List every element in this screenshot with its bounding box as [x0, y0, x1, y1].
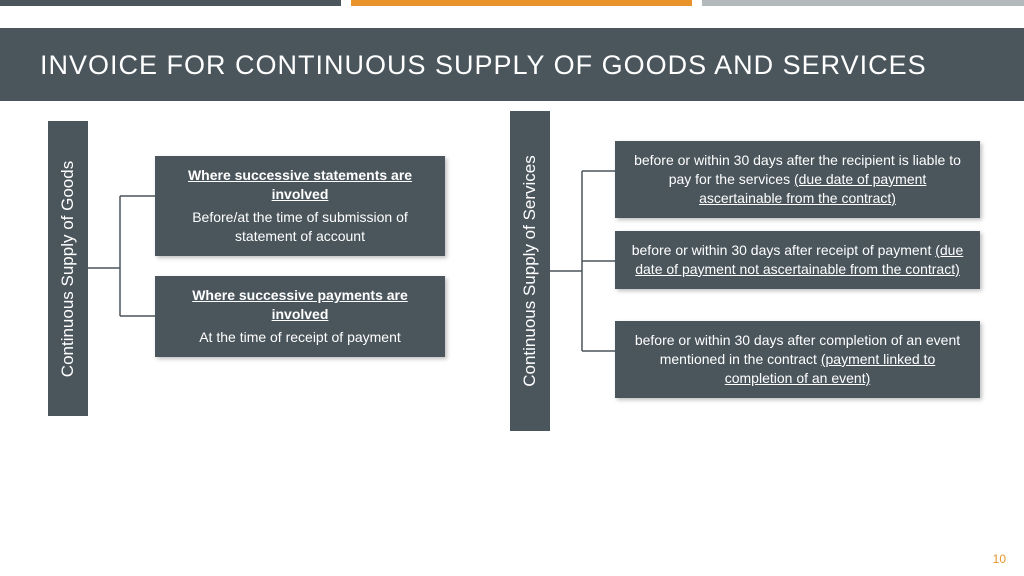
connector-services: [550, 141, 620, 371]
vlabel-goods-text: Continuous Supply of Goods: [58, 160, 78, 376]
services-node-2-pre: before or within 30 days after receipt o…: [632, 242, 936, 258]
services-node-2: before or within 30 days after receipt o…: [615, 231, 980, 289]
goods-node-2-body: At the time of receipt of payment: [199, 329, 401, 345]
goods-node-1-heading: Where successive statements are involved: [169, 166, 431, 204]
goods-node-1: Where successive statements are involved…: [155, 156, 445, 256]
services-node-3: before or within 30 days after completio…: [615, 321, 980, 398]
diagram-area: Continuous Supply of Goods Where success…: [0, 101, 1024, 521]
stripe-light: [702, 0, 1024, 6]
page-title: INVOICE FOR CONTINUOUS SUPPLY OF GOODS A…: [0, 28, 1024, 101]
vlabel-services-text: Continuous Supply of Services: [520, 155, 540, 387]
connector-goods: [88, 156, 158, 336]
goods-node-2: Where successive payments are involved A…: [155, 276, 445, 357]
goods-node-2-heading: Where successive payments are involved: [169, 286, 431, 324]
goods-node-1-body: Before/at the time of submission of stat…: [192, 209, 408, 244]
vlabel-services: Continuous Supply of Services: [510, 111, 550, 431]
stripe-dark: [0, 0, 341, 6]
page-number: 10: [993, 552, 1006, 566]
top-stripes: [0, 0, 1024, 6]
stripe-accent: [351, 0, 692, 6]
vlabel-goods: Continuous Supply of Goods: [48, 121, 88, 416]
services-node-1: before or within 30 days after the recip…: [615, 141, 980, 218]
